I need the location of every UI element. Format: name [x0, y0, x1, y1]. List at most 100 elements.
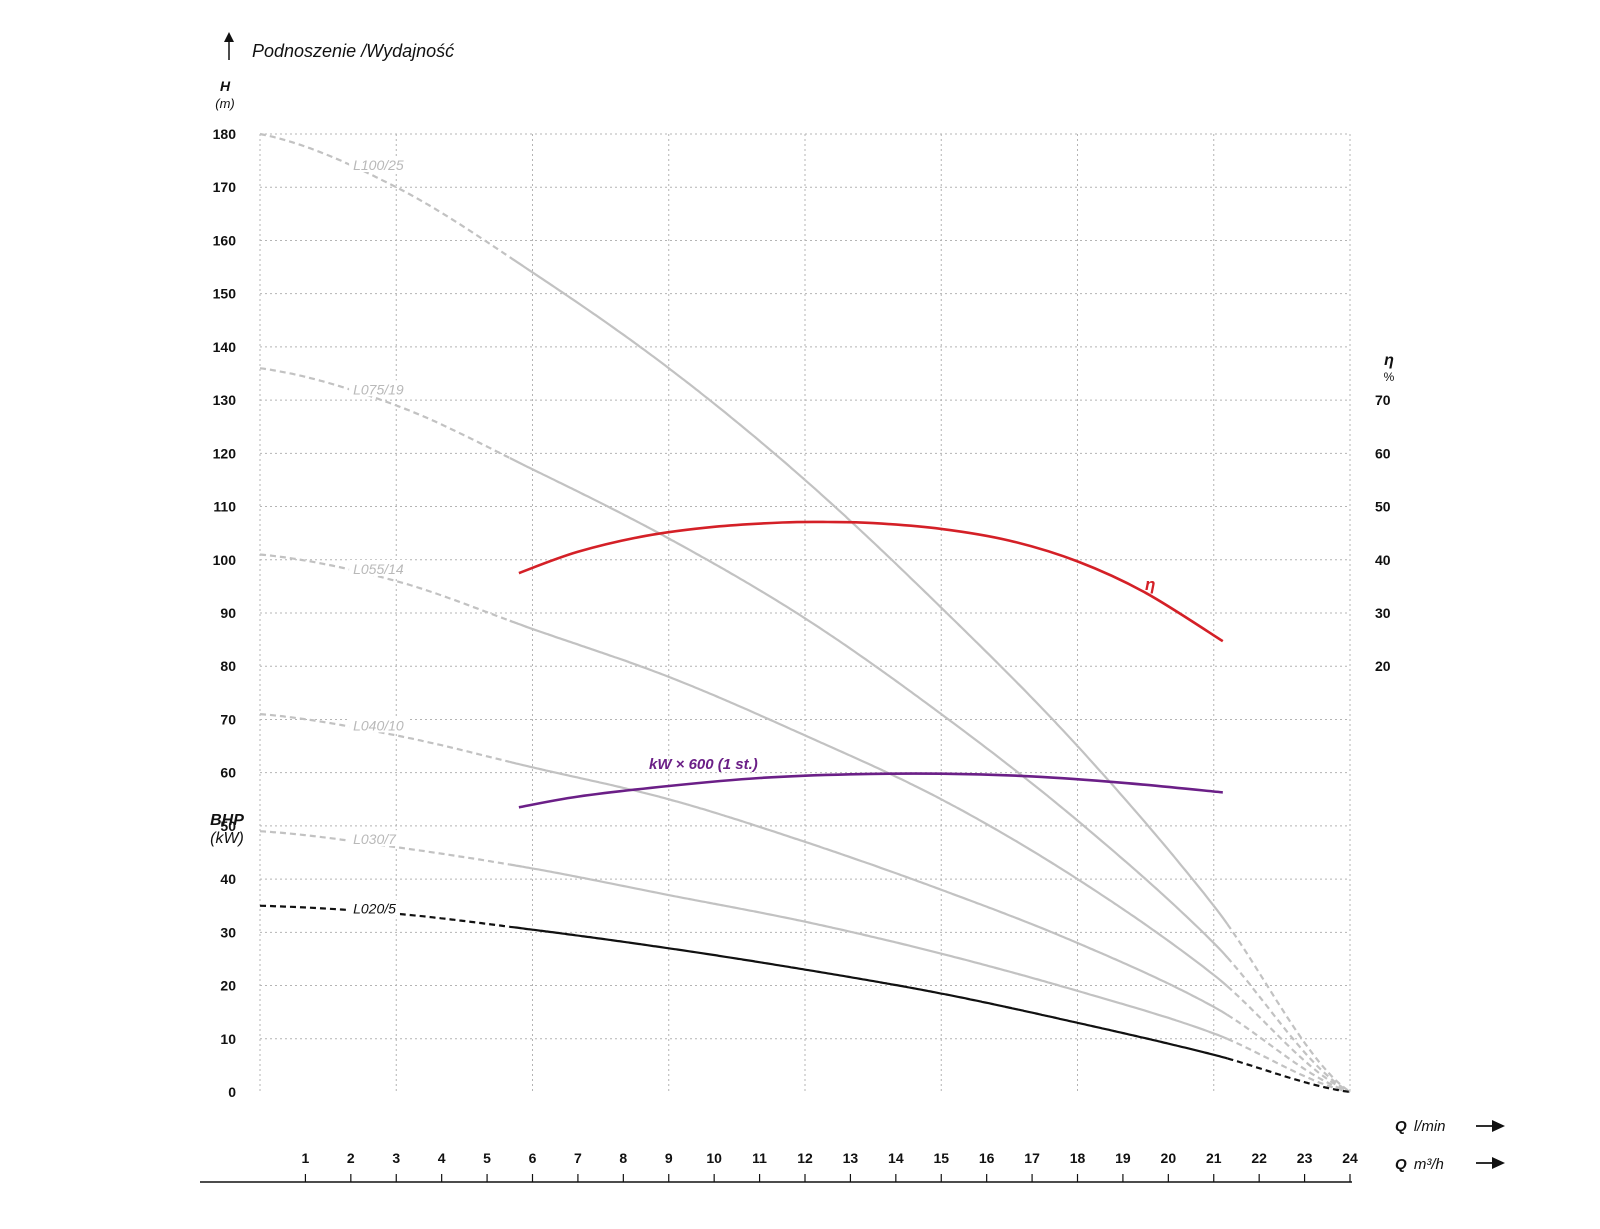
head-curve-label: L040/10	[353, 717, 404, 733]
head-curve-dashed-start	[259, 132, 511, 259]
y-axis-label: H	[220, 78, 231, 94]
y-tick-label: 100	[213, 552, 237, 568]
head-curve	[509, 457, 1229, 959]
head-curve-label: L075/19	[353, 381, 404, 397]
x-tick-label-m3h: 14	[888, 1150, 904, 1166]
eta-axis-unit: %	[1384, 370, 1395, 384]
head-curve	[509, 256, 1229, 925]
x-tick-label-m3h: 8	[619, 1150, 627, 1166]
y-tick-label: 0	[228, 1084, 236, 1100]
eta-tick-label: 20	[1375, 658, 1391, 674]
y-tick-label: 170	[213, 179, 237, 195]
head-curve-dashed-start	[259, 367, 511, 459]
x-tick-label-m3h: 22	[1251, 1150, 1267, 1166]
eta-tick-label: 60	[1375, 445, 1391, 461]
y-tick-label: 20	[220, 978, 236, 994]
y-tick-label: 50	[220, 818, 236, 834]
curve-label-bg	[349, 716, 408, 733]
x-axis-lmin-arrow-icon	[1476, 1120, 1505, 1132]
eta-axis-ticks: 20 30 40 50 60 70	[1375, 392, 1391, 674]
x-axis: 1 2 3 4 5 6 7 8 9 10 11 12 13 14 15 16 17 18 19 20 21 22 23 24	[200, 1150, 1358, 1183]
eta-tick-label: 40	[1375, 552, 1391, 568]
y-tick-label: 10	[220, 1031, 236, 1047]
x-tick-label-m3h: 20	[1161, 1150, 1177, 1166]
head-curve-dashed-start	[259, 553, 511, 622]
x-tick-label-m3h: 24	[1342, 1150, 1358, 1166]
x-tick-label-m3h: 18	[1070, 1150, 1086, 1166]
y-tick-label: 70	[220, 711, 236, 727]
x-axis-lmin-q: Q	[1395, 1118, 1407, 1135]
x-tick-label-m3h: 10	[706, 1150, 722, 1166]
eta-tick-label: 50	[1375, 499, 1391, 515]
curve-label-bg	[349, 559, 408, 576]
curve-label-bg	[349, 830, 400, 847]
head-curve-dashed-end	[1226, 1013, 1351, 1094]
y-tick-label: 60	[220, 765, 236, 781]
head-curve-dashed-end	[1226, 985, 1351, 1093]
efficiency-curve-label: η	[1145, 575, 1155, 594]
eta-axis-label: η	[1384, 352, 1394, 369]
y-tick-label: 160	[213, 232, 237, 248]
eta-tick-label: 70	[1375, 392, 1391, 408]
head-curve	[509, 863, 1228, 1040]
curve-labels: L100/25 L075/19 L055/14 L040/10 L030/7 L020/5	[349, 155, 408, 917]
x-tick-label-m3h: 21	[1206, 1150, 1222, 1166]
grid	[259, 133, 1351, 1092]
head-curve	[509, 925, 1228, 1060]
curve-label-bg	[349, 155, 408, 172]
eta-tick-label: 30	[1375, 605, 1391, 621]
efficiency-curve	[518, 520, 1224, 643]
y-tick-label: 140	[213, 339, 237, 355]
x-axis-lmin-unit: l/min	[1414, 1118, 1446, 1135]
x-axis-lmin-label: Q l/min	[1395, 1118, 1446, 1135]
x-tick-label-m3h: 15	[933, 1150, 949, 1166]
svg-text:Q m³/h: Q m³/h	[1395, 1156, 1444, 1173]
x-tick-label-m3h: 17	[1024, 1150, 1040, 1166]
head-curve-dashed-end	[1226, 923, 1351, 1093]
x-axis-m3h-label: Q m³/h	[1395, 1156, 1444, 1173]
x-tick-label-m3h: 12	[797, 1150, 813, 1166]
x-axis-m3h-q: Q	[1395, 1156, 1407, 1173]
curve-label-bg	[349, 899, 400, 916]
x-tick-label-m3h: 5	[483, 1150, 491, 1166]
head-curve-dashed-end	[1226, 1037, 1351, 1094]
x-tick-label-m3h: 6	[529, 1150, 537, 1166]
x-tick-label-m3h: 19	[1115, 1150, 1131, 1166]
head-curve	[509, 619, 1229, 988]
head-curve-dashed-end	[1227, 1057, 1351, 1094]
y-tick-label: 120	[213, 445, 237, 461]
x-tick-label-m3h: 2	[347, 1150, 355, 1166]
x-tick-label-m3h: 16	[979, 1150, 995, 1166]
y-tick-label: 90	[220, 605, 236, 621]
y-tick-label: 180	[213, 126, 237, 142]
y-tick-label: 150	[213, 286, 237, 302]
x-tick-label-m3h: 13	[843, 1150, 859, 1166]
x-tick-label-m3h: 4	[438, 1150, 446, 1166]
y-axis-unit: (m)	[215, 96, 235, 111]
head-curve-label: L055/14	[353, 561, 404, 577]
head-curve	[509, 760, 1228, 1016]
bhp-axis-label: BHP	[210, 812, 244, 829]
x-axis-m3h-arrow-icon	[1476, 1157, 1505, 1169]
curve-label-bg	[349, 380, 408, 397]
x-tick-label-m3h: 7	[574, 1150, 582, 1166]
y-tick-label: 40	[220, 871, 236, 887]
x-tick-label-m3h: 9	[665, 1150, 673, 1166]
y-tick-label: 130	[213, 392, 237, 408]
x-tick-label-m3h: 3	[392, 1150, 400, 1166]
chart-title: Podnoszenie /Wydajność	[252, 41, 454, 61]
y-tick-label: 110	[213, 499, 236, 515]
power-curve-label: kW × 600 (1 st.)	[649, 756, 758, 773]
head-curve-label: L100/25	[353, 157, 404, 173]
svg-text:Q l/min: Q l/min	[1395, 1118, 1446, 1135]
y-tick-label: 30	[220, 924, 236, 940]
head-curve-label: L030/7	[353, 831, 397, 847]
x-tick-label-m3h: 11	[752, 1150, 767, 1166]
head-curve-dashed-end	[1226, 956, 1351, 1093]
y-tick-label: 80	[220, 658, 236, 674]
x-tick-label-m3h: 23	[1297, 1150, 1313, 1166]
title-arrow-icon	[224, 32, 234, 60]
head-curve-dashed-start	[259, 713, 511, 763]
head-curve-label: L020/5	[353, 901, 396, 917]
